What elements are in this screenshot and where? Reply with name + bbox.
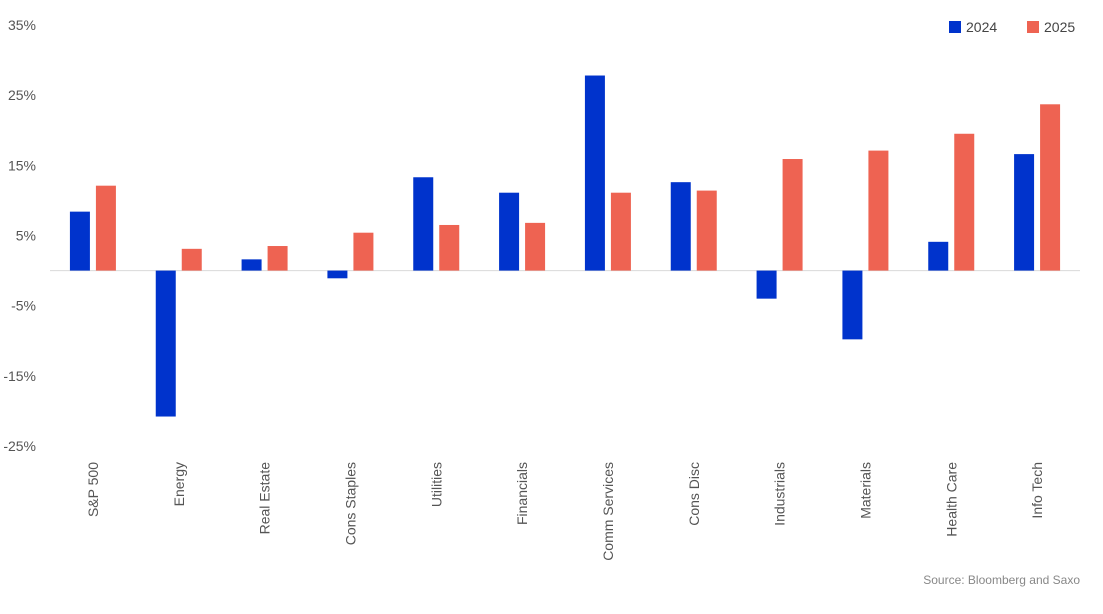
source-note: Source: Bloomberg and Saxo — [923, 573, 1080, 587]
bar-2024-1 — [155, 270, 176, 417]
bar-2025-6 — [610, 192, 631, 271]
bar-2025-9 — [868, 150, 889, 271]
y-tick-label: 5% — [16, 228, 36, 244]
bar-2024-2 — [241, 259, 262, 271]
x-tick-label: Materials — [857, 462, 873, 519]
bar-2024-8 — [756, 270, 777, 299]
bar-2024-5 — [499, 192, 520, 271]
y-tick-label: 15% — [8, 157, 36, 173]
x-tick-label: Financials — [514, 462, 530, 525]
bar-2024-9 — [842, 270, 863, 340]
bars-layer — [69, 75, 1061, 417]
x-tick-label: Energy — [171, 462, 187, 506]
bar-2024-0 — [69, 211, 90, 271]
x-tick-label: Comm Services — [600, 462, 616, 561]
y-axis: 35% 25% 15% 5% -5% -15% -25% — [3, 17, 36, 454]
bar-2024-4 — [413, 177, 434, 271]
legend-swatch-2024 — [949, 21, 961, 33]
legend-label-2025: 2025 — [1044, 19, 1075, 35]
bar-2024-7 — [670, 182, 691, 271]
bar-2025-2 — [267, 246, 288, 271]
bar-2025-0 — [95, 185, 116, 271]
x-tick-label: S&P 500 — [85, 462, 101, 517]
bar-2025-7 — [696, 190, 717, 271]
legend-label-2024: 2024 — [966, 19, 997, 35]
x-tick-label: Industrials — [772, 462, 788, 526]
bar-2024-10 — [928, 241, 949, 271]
y-tick-label: 35% — [8, 17, 36, 33]
bar-2025-8 — [782, 159, 803, 271]
bar-2025-3 — [353, 232, 374, 271]
x-tick-label: Utilities — [428, 462, 444, 507]
x-tick-label: Cons Staples — [342, 462, 358, 545]
x-tick-label: Health Care — [943, 462, 959, 537]
bar-2025-10 — [954, 133, 975, 271]
x-tick-label: Real Estate — [257, 462, 273, 535]
x-axis: S&P 500 Energy Real Estate Cons Staples Util… — [85, 462, 1045, 561]
y-tick-label: 25% — [8, 87, 36, 103]
bar-2024-3 — [327, 270, 348, 279]
y-tick-label: -25% — [3, 438, 36, 454]
x-tick-label: Cons Disc — [686, 462, 702, 526]
bar-2025-11 — [1040, 104, 1061, 271]
legend: 2024 2025 — [949, 19, 1075, 35]
bar-2024-6 — [584, 75, 605, 271]
bar-2025-5 — [525, 222, 546, 271]
bar-2025-4 — [439, 224, 460, 271]
legend-swatch-2025 — [1027, 21, 1039, 33]
bar-2025-1 — [181, 248, 202, 271]
x-tick-label: Info Tech — [1029, 462, 1045, 519]
y-tick-label: -15% — [3, 368, 36, 384]
bar-2024-11 — [1014, 154, 1035, 271]
y-tick-label: -5% — [11, 298, 36, 314]
